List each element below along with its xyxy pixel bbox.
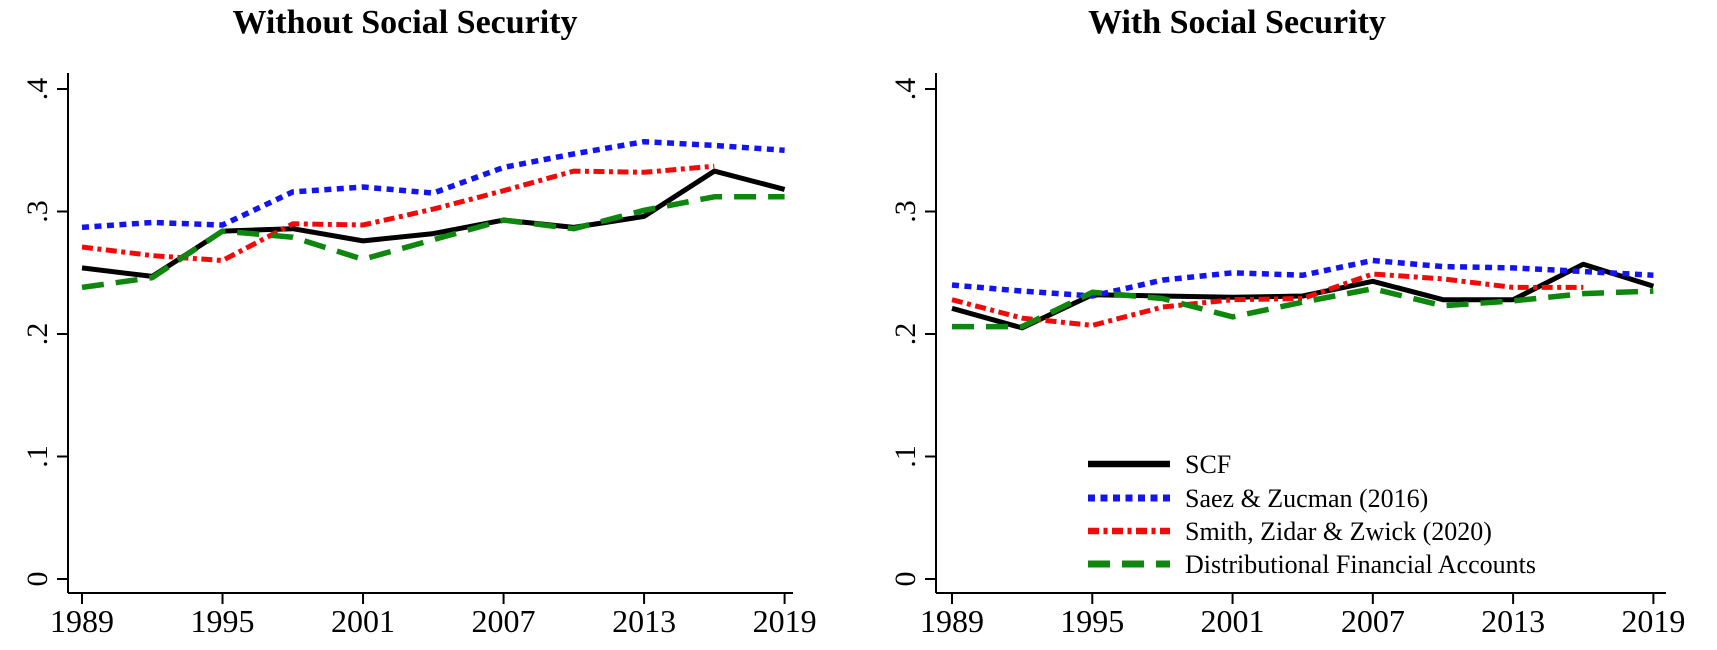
series-line-saez-zucman-2016: [951, 257, 1654, 299]
legend-label: Smith, Zidar & Zwick (2020): [1185, 517, 1492, 546]
series-line-smith-zidar-zwick-2020: [951, 271, 1584, 328]
y-tick-label: .4: [21, 78, 54, 101]
series-line-scf: [81, 168, 786, 279]
x-tick-label: 2019: [1621, 603, 1685, 639]
y-tick-label: .2: [889, 323, 922, 346]
x-tick-label: 2007: [472, 603, 536, 639]
x-tick-label: 1989: [920, 603, 984, 639]
y-tick-label: .3: [889, 200, 922, 223]
x-tick-label: 1995: [191, 603, 255, 639]
y-tick-label: 0: [889, 572, 922, 587]
x-tick-label: 1995: [1060, 603, 1124, 639]
x-tick-label: 2019: [753, 603, 817, 639]
series-line-distributional-financial-accounts: [81, 194, 785, 291]
series-line-distributional-financial-accounts: [952, 285, 1654, 330]
series-line-saez-zucman-2016: [81, 138, 785, 231]
x-tick-label: 2013: [1481, 603, 1545, 639]
y-tick-label: .2: [21, 323, 54, 346]
x-tick-label: 2001: [331, 603, 395, 639]
y-tick-label: 0: [21, 572, 54, 587]
y-tick-label: .3: [21, 200, 54, 223]
x-tick-label: 2007: [1341, 603, 1405, 639]
chart-title-with-social-security: With Social Security: [1088, 4, 1386, 41]
chart-with-social-security: 0 .1 .2 .3 .4 1989 1995 2001 2007 2013 2019 SCF Saez…: [889, 73, 1685, 639]
legend: SCF Saez & Zucman (2016) Smith, Zidar & Zw…: [1088, 450, 1536, 579]
series-line-smith-zidar-zwick-2020: [81, 163, 715, 263]
y-tick-label: .4: [889, 78, 922, 101]
chart-title-without-social-security: Without Social Security: [232, 4, 578, 41]
chart-without-social-security: 0 .1 .2 .3 .4 1989 1995 2001 2007 2013 2019: [21, 73, 817, 639]
x-tick-label: 1989: [50, 603, 114, 639]
legend-label: SCF: [1185, 450, 1231, 479]
y-tick-label: .1: [889, 445, 922, 468]
y-tick-label: .1: [21, 445, 54, 468]
legend-label: Saez & Zucman (2016): [1185, 484, 1428, 513]
x-tick-label: 2001: [1201, 603, 1265, 639]
legend-label: Distributional Financial Accounts: [1185, 550, 1536, 579]
x-tick-label: 2013: [612, 603, 676, 639]
